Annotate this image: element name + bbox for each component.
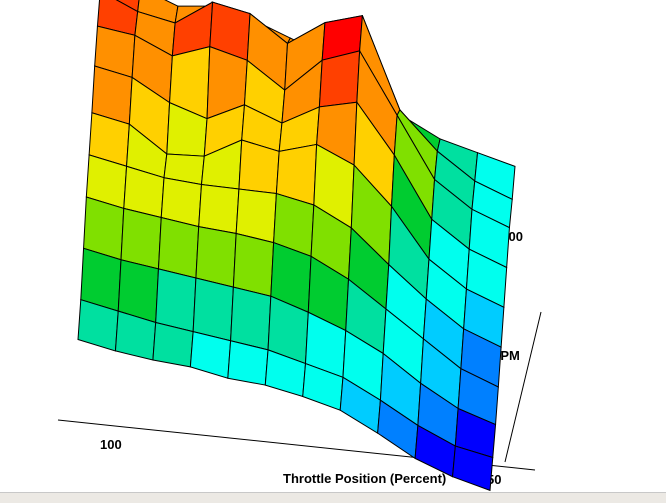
surface-cell [192, 277, 234, 342]
surface-cell [157, 216, 200, 279]
surface-cell [120, 207, 162, 270]
rpm-axis-line [504, 311, 542, 463]
surface-mesh [77, 0, 516, 492]
surface-cell [198, 183, 240, 235]
surface-cell [318, 50, 361, 108]
x-tick-label-100: 100 [100, 437, 122, 452]
surface-cell [195, 226, 237, 288]
surface-cell [155, 268, 197, 333]
surface-cell [452, 445, 494, 492]
x-axis-title: Throttle Position (Percent) [283, 471, 446, 486]
surface-cell [230, 286, 272, 351]
surface-cell [232, 232, 275, 297]
status-bar [0, 492, 666, 503]
